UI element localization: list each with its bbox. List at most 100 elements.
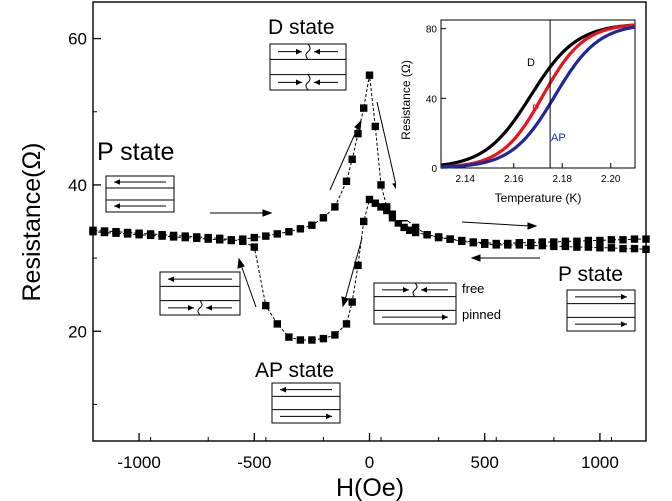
data-point <box>377 203 385 211</box>
data-point <box>377 181 385 189</box>
arrowhead <box>354 119 362 131</box>
data-point <box>642 245 650 253</box>
data-point <box>481 239 489 247</box>
arrowhead <box>237 257 245 269</box>
moment-arrowhead <box>114 203 120 209</box>
data-point <box>342 177 351 185</box>
data-point <box>446 235 454 243</box>
arrow-down-ap <box>240 264 257 308</box>
data-point <box>371 122 379 131</box>
data-point <box>204 233 212 242</box>
data-point <box>406 226 414 234</box>
domain-wall <box>305 74 311 91</box>
data-point <box>607 236 616 244</box>
moment-arrowhead <box>188 305 194 311</box>
data-point <box>285 228 293 236</box>
data-point <box>296 336 305 344</box>
data-point <box>308 336 316 344</box>
schematic-ap <box>271 382 341 424</box>
main-axis-ticks: -1000 -500 0 500 1000 20 40 60 <box>68 30 619 472</box>
moment-arrowhead <box>621 321 627 327</box>
data-point <box>411 228 420 237</box>
data-point <box>550 238 558 246</box>
moment-arrowhead <box>621 294 627 300</box>
data-point <box>348 155 356 163</box>
y-axis-title: Resistance(Ω) <box>18 142 46 301</box>
inset-y-tick-label: 0 <box>431 164 437 175</box>
data-point <box>308 221 316 229</box>
data-point <box>561 237 570 245</box>
data-point <box>239 237 247 245</box>
inset-x-tick-label: 2.20 <box>601 174 621 185</box>
moment-arrowhead <box>296 79 302 86</box>
data-point <box>158 231 166 239</box>
domain-wall <box>197 300 203 316</box>
data-point <box>619 236 627 244</box>
data-point <box>296 225 305 233</box>
data-point <box>135 229 143 237</box>
moment-arrowhead <box>206 305 212 311</box>
p-state-right-label: P state <box>558 263 623 286</box>
moment-arrowhead <box>314 79 320 86</box>
data-point <box>607 244 616 252</box>
data-point <box>383 206 391 215</box>
data-point <box>319 334 328 343</box>
inset-x-tick-label: 2.18 <box>553 174 573 185</box>
data-point <box>331 331 339 339</box>
data-point <box>458 236 466 245</box>
data-point <box>630 244 639 253</box>
data-point <box>250 233 258 242</box>
data-point <box>354 130 362 138</box>
inset-y-tick-label: 40 <box>426 94 438 105</box>
data-point <box>642 235 650 243</box>
inset-x-axis-title: Temperature (K) <box>495 191 582 205</box>
data-point <box>388 210 397 218</box>
x-tick-label: 0 <box>365 453 374 472</box>
arrow-down-mid <box>344 237 363 301</box>
inset-plot-frame <box>440 19 636 169</box>
data-point <box>365 195 374 204</box>
data-point <box>360 104 368 112</box>
moment-arrowhead <box>168 276 174 282</box>
moment-arrowhead <box>403 287 409 293</box>
data-point <box>400 223 408 232</box>
schematic-left-domain <box>159 271 241 316</box>
data-point <box>596 244 604 252</box>
data-point <box>527 239 535 247</box>
data-point <box>538 238 546 246</box>
data-point <box>89 226 97 234</box>
schematic-d <box>269 43 347 91</box>
schematic-free-pinned <box>373 282 457 325</box>
ap-state-label: AP state <box>255 359 334 382</box>
domain-wall <box>305 43 311 60</box>
x-axis-title: H(Oe) <box>336 474 404 501</box>
moment-arrowhead <box>296 48 302 55</box>
data-point <box>423 231 431 239</box>
main-series-points <box>89 71 650 344</box>
inset-series-curves <box>440 23 636 169</box>
data-point <box>504 239 512 248</box>
data-point <box>371 199 379 207</box>
data-point <box>630 235 639 243</box>
inset-x-tick-label: 2.16 <box>504 174 524 185</box>
data-point <box>515 239 523 247</box>
data-point <box>273 320 281 328</box>
data-point <box>112 228 120 236</box>
data-point <box>193 233 201 241</box>
x-tick-label: -1000 <box>117 453 160 472</box>
arrowhead <box>470 254 481 262</box>
inset-series-label-d: D <box>527 57 535 69</box>
domain-wall <box>412 282 418 298</box>
data-point <box>100 227 109 235</box>
inset-y-tick-label: 80 <box>426 25 438 36</box>
inset-series-label-ap: AP <box>551 132 566 144</box>
data-point <box>273 230 281 238</box>
stack-outline <box>269 43 347 91</box>
data-point <box>146 230 155 238</box>
inset-y-axis-title: Resistance (Ω) <box>399 60 413 140</box>
inset-x-tick-label: 2.14 <box>456 174 476 185</box>
data-point <box>596 236 604 245</box>
data-point <box>331 203 339 211</box>
schematic-p-right <box>566 289 636 332</box>
data-point <box>319 214 328 222</box>
